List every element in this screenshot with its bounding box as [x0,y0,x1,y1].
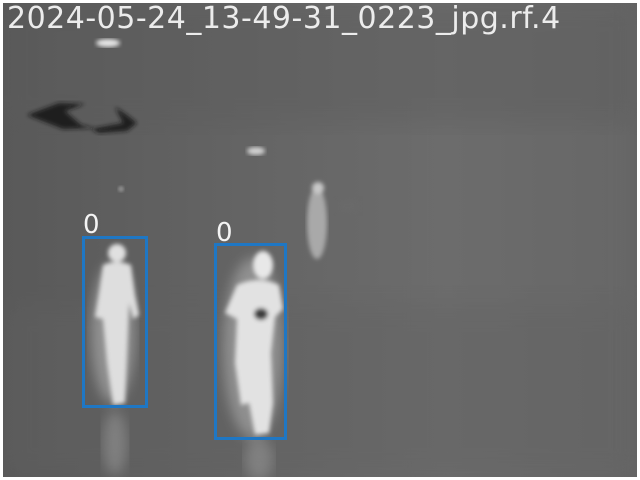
faint-blob [336,198,360,214]
detection-label-2: 0 [216,218,233,248]
background-sky [3,3,637,123]
detection-label-1: 0 [83,210,100,240]
detection-box-1 [82,236,148,408]
hot-spot-middle [247,147,265,155]
hot-spot-small [118,186,124,192]
person-1-figure [91,244,139,475]
distant-person [307,182,327,259]
thermal-scene [3,3,637,477]
filename-overlay: 2024-05-24_13-49-31_0223_jpg.rf.4 [7,3,561,36]
hot-spot-top [96,39,120,47]
dark-object [27,103,137,133]
thermal-image: 2024-05-24_13-49-31_0223_jpg.rf.4 0 0 [3,3,637,477]
person-2-figure [223,251,283,477]
detection-box-2 [214,243,287,440]
